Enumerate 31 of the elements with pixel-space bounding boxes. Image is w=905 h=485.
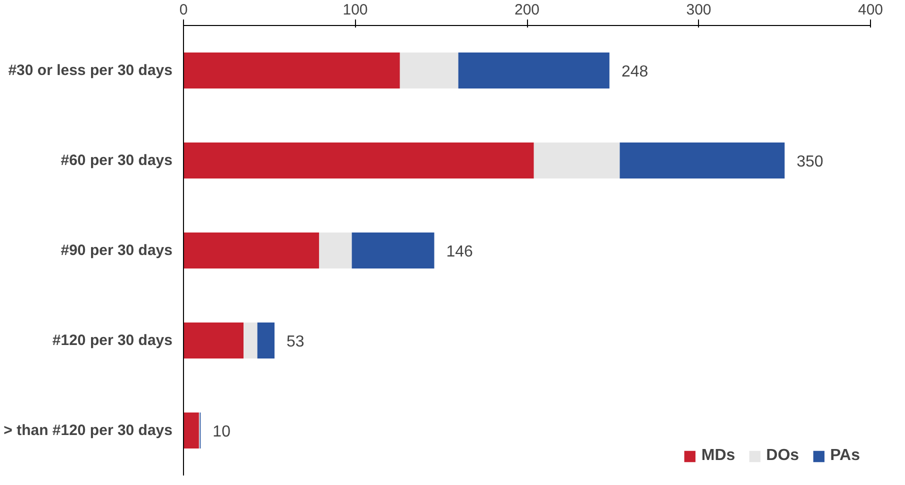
bar (184, 52, 400, 88)
total-label: 248 (621, 64, 648, 80)
x-tick-label: 300 (686, 2, 712, 18)
bar (184, 232, 320, 268)
y-tick-label: #60 per 30 days (60, 152, 173, 169)
x-tick-label: 0 (179, 2, 188, 18)
total-label: 146 (446, 244, 474, 260)
total-label: 350 (796, 154, 824, 170)
x-tick-label: 200 (514, 2, 540, 18)
y-tick-label: #90 per 30 days (60, 242, 173, 259)
total-label: 10 (212, 424, 231, 440)
bar (620, 142, 785, 178)
y-tick-label: > than #120 per 30 days (4, 422, 173, 439)
bar (184, 322, 244, 358)
bar (257, 322, 275, 358)
y-tick-label: #120 per 30 days (52, 332, 173, 349)
legend-label: DOs (766, 447, 800, 465)
bar (184, 142, 534, 178)
bar (244, 322, 258, 358)
bar (458, 52, 610, 88)
bar (184, 412, 199, 448)
legend-label: PAs (830, 447, 860, 465)
y-tick-label: #30 or less per 30 days (8, 62, 173, 79)
bar (534, 142, 620, 178)
total-label: 53 (286, 334, 304, 350)
bar (319, 232, 352, 268)
x-tick-label: 400 (858, 2, 884, 18)
bar (352, 232, 434, 268)
legend-label: MDs (701, 447, 736, 465)
bar (400, 52, 458, 88)
x-tick-label: 100 (342, 2, 368, 18)
